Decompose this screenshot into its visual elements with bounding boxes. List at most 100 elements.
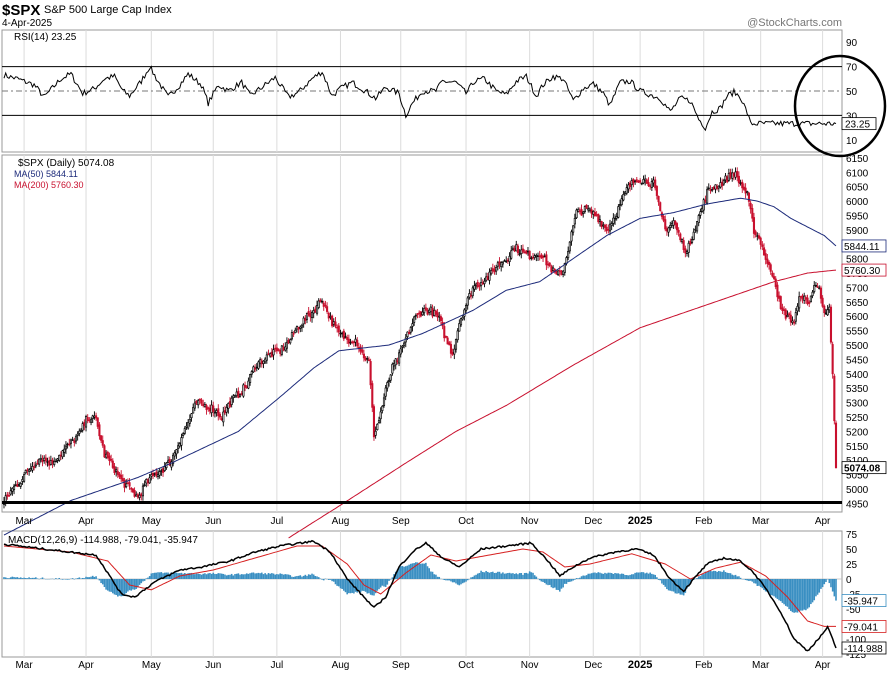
candle-down xyxy=(246,387,247,388)
macd-histogram-bar xyxy=(105,579,107,590)
macd-histogram-bar xyxy=(509,573,511,579)
candle-down xyxy=(87,417,88,420)
macd-histogram-bar xyxy=(149,576,151,579)
x-tick-label-lower: Jun xyxy=(205,660,221,671)
macd-histogram-bar xyxy=(661,579,663,584)
macd-histogram-bar xyxy=(544,579,546,583)
candle-up xyxy=(572,226,573,232)
candle-up xyxy=(423,308,424,312)
x-tick-label-upper: Aug xyxy=(332,516,350,527)
macd-histogram-bar xyxy=(284,574,286,579)
macd-histogram-bar xyxy=(668,579,670,590)
index-name: S&P 500 Large Cap Index xyxy=(44,4,172,16)
candle-up xyxy=(263,361,264,364)
candle-down xyxy=(807,298,808,304)
macd-histogram-bar xyxy=(62,579,64,580)
macd-histogram-bar xyxy=(415,562,417,579)
macd-histogram-bar xyxy=(663,579,665,585)
macd-histogram-bar xyxy=(808,579,810,607)
macd-histogram-bar xyxy=(745,579,747,580)
macd-histogram-bar xyxy=(249,573,251,579)
macd-histogram-bar xyxy=(822,579,824,587)
macd-histogram-bar xyxy=(706,572,708,579)
candle-up xyxy=(187,422,188,428)
candle-up xyxy=(333,322,334,325)
candle-up xyxy=(631,181,632,185)
candle-down xyxy=(305,318,306,320)
candle-up xyxy=(467,298,468,305)
candle-down xyxy=(591,210,592,214)
candle-up xyxy=(303,318,304,324)
macd-histogram-bar xyxy=(368,579,370,593)
candle-down xyxy=(710,190,711,191)
x-tick-label-upper: Apr xyxy=(815,516,831,527)
candle-down xyxy=(809,302,810,303)
rsi-line xyxy=(4,67,836,131)
candle-up xyxy=(64,449,65,452)
candle-down xyxy=(760,238,761,244)
macd-histogram-bar xyxy=(802,579,804,611)
macd-histogram-bar xyxy=(311,574,313,579)
macd-histogram-bar xyxy=(751,579,753,582)
candle-up xyxy=(706,190,707,203)
candle-up xyxy=(810,296,811,302)
candle-down xyxy=(335,322,336,326)
candle-down xyxy=(665,220,666,229)
candle-up xyxy=(345,337,346,338)
macd-histogram-bar xyxy=(500,574,502,579)
candle-up xyxy=(192,407,193,413)
macd-histogram-bar xyxy=(20,577,22,579)
macd-histogram-bar xyxy=(755,579,757,584)
macd-histogram-bar xyxy=(305,575,307,579)
candle-down xyxy=(440,317,441,321)
macd-histogram-bar xyxy=(703,574,705,579)
candle-down xyxy=(209,408,210,411)
candle-up xyxy=(290,340,291,343)
candle-down xyxy=(549,263,550,266)
candle-up xyxy=(144,485,145,486)
candle-up xyxy=(57,459,58,461)
macd-histogram-bar xyxy=(527,574,529,579)
candle-up xyxy=(457,331,458,340)
candle-down xyxy=(649,186,650,187)
candle-up xyxy=(815,285,816,286)
candle-down xyxy=(408,332,409,333)
x-tick-label-upper: Jun xyxy=(205,516,221,527)
candle-up xyxy=(670,225,671,227)
candle-down xyxy=(365,358,366,360)
macd-histogram-bar xyxy=(263,574,265,579)
macd-histogram-bar xyxy=(100,579,102,583)
macd-histogram-bar xyxy=(273,574,275,579)
x-tick-label-upper: 2025 xyxy=(628,515,652,527)
macd-histogram-bar xyxy=(681,579,683,595)
macd-histogram-bar xyxy=(556,579,558,590)
macd-histogram-bar xyxy=(90,577,92,579)
macd-histogram-bar xyxy=(621,574,623,579)
candle-down xyxy=(524,252,525,253)
candle-down xyxy=(767,259,768,264)
macd-histogram-bar xyxy=(554,579,556,588)
candle-down xyxy=(755,232,756,235)
price-tick-label: 6050 xyxy=(846,183,869,194)
candle-down xyxy=(373,407,374,437)
candle-up xyxy=(249,375,250,383)
candle-up xyxy=(105,454,106,457)
candle-up xyxy=(574,218,575,224)
candle-down xyxy=(822,298,823,306)
macd-histogram-bar xyxy=(301,577,303,579)
macd-histogram-bar xyxy=(459,579,461,585)
candle-down xyxy=(805,297,806,299)
candle-up xyxy=(422,312,423,315)
candle-down xyxy=(529,251,530,259)
macd-histogram-bar xyxy=(812,579,814,602)
macd-histogram-bar xyxy=(490,572,492,579)
macd-histogram-bar xyxy=(733,575,735,579)
candle-down xyxy=(432,309,433,317)
candle-up xyxy=(214,412,215,413)
candle-down xyxy=(60,455,61,456)
macd-histogram-bar xyxy=(472,577,474,579)
candle-down xyxy=(522,249,523,251)
macd-histogram-bar xyxy=(92,576,94,579)
candle-up xyxy=(412,324,413,327)
candle-down xyxy=(208,408,209,409)
